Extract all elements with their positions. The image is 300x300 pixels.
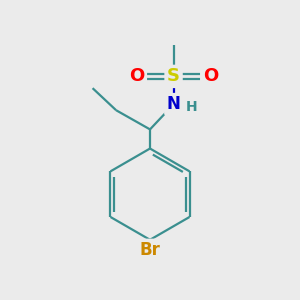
Text: O: O	[129, 68, 144, 85]
Text: S: S	[167, 68, 180, 85]
Text: O: O	[203, 68, 218, 85]
Text: N: N	[167, 95, 181, 113]
Text: H: H	[186, 100, 198, 114]
Text: Br: Br	[140, 241, 160, 259]
